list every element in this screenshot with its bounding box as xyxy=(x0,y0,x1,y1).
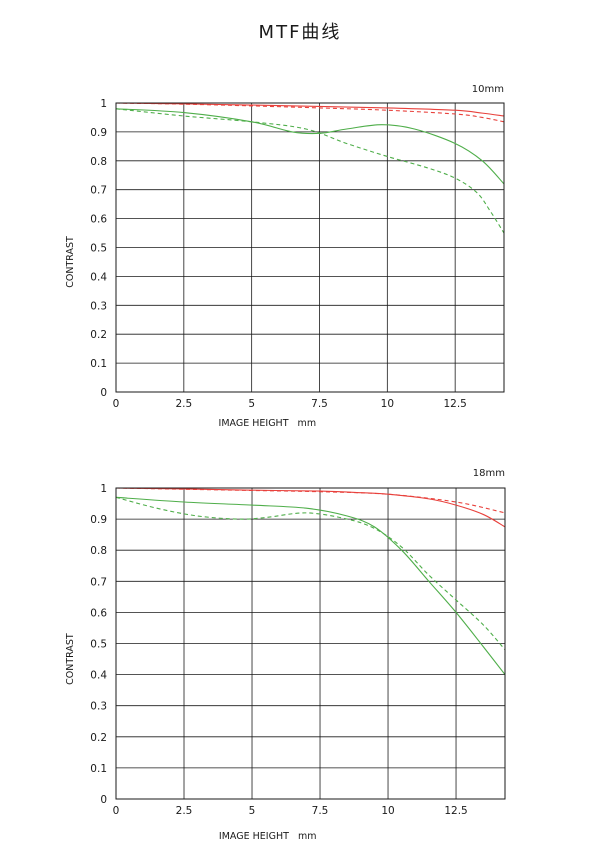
y-tick-labels: 0 0.1 0.2 0.3 0.4 0.5 0.6 0.7 0.8 0.9 1 xyxy=(90,483,107,806)
x-tick-label: 0 xyxy=(113,398,120,410)
focal-length-label: 10mm xyxy=(472,84,504,95)
plot-frame xyxy=(115,102,505,393)
x-axis-title: IMAGE HEIGHT mm xyxy=(219,831,317,842)
mtf-chart-18mm: 0 0.1 0.2 0.3 0.4 0.5 0.6 0.7 0.8 0.9 1 0 2.5 5 7.5 10… xyxy=(65,468,506,842)
series-lines xyxy=(115,487,506,675)
y-tick-label: 0.9 xyxy=(90,514,107,526)
y-tick-label: 0.8 xyxy=(90,545,107,557)
y-tick-label: 0.3 xyxy=(90,300,107,312)
y-tick-label: 0.2 xyxy=(90,732,107,744)
series-line-0 xyxy=(115,102,505,117)
y-tick-label: 0.6 xyxy=(90,607,107,619)
y-tick-label: 0.6 xyxy=(90,214,107,226)
x-tick-label: 5 xyxy=(249,805,256,817)
y-tick-label: 1 xyxy=(100,98,107,110)
mtf-chart-10mm: 0 0.1 0.2 0.3 0.4 0.5 0.6 0.7 0.8 0.9 1 0 2.5 5 7.5 10… xyxy=(65,84,505,429)
x-tick-label: 0 xyxy=(113,805,120,817)
grid-lines xyxy=(115,487,505,800)
series-line-2 xyxy=(115,108,505,185)
x-tick-label: 12.5 xyxy=(443,398,466,410)
y-tick-label: 0 xyxy=(100,794,107,806)
y-axis-title: CONTRAST xyxy=(65,236,76,288)
x-tick-label: 2.5 xyxy=(175,398,192,410)
series-line-2 xyxy=(115,496,506,675)
series-line-1 xyxy=(115,102,505,123)
y-tick-label: 0.7 xyxy=(90,185,107,197)
series-line-3 xyxy=(115,108,505,234)
y-tick-label: 0.4 xyxy=(90,670,107,682)
x-axis-title: IMAGE HEIGHT mm xyxy=(219,418,317,429)
y-tick-label: 0.5 xyxy=(90,243,107,255)
series-line-0 xyxy=(115,487,506,528)
series-line-1 xyxy=(115,487,506,514)
x-tick-labels: 0 2.5 5 7.5 10 12.5 xyxy=(113,398,467,410)
y-tick-label: 0.8 xyxy=(90,156,107,168)
series-line-3 xyxy=(115,496,506,651)
y-tick-label: 0.5 xyxy=(90,639,107,651)
x-tick-label: 10 xyxy=(381,398,394,410)
y-tick-label: 0.1 xyxy=(90,763,107,775)
y-tick-label: 0.3 xyxy=(90,701,107,713)
x-tick-label: 7.5 xyxy=(311,398,328,410)
series-lines xyxy=(115,102,505,234)
focal-length-label: 18mm xyxy=(473,468,505,479)
x-tick-label: 10 xyxy=(381,805,394,817)
y-tick-label: 1 xyxy=(100,483,107,495)
x-tick-label: 7.5 xyxy=(312,805,329,817)
y-tick-label: 0.9 xyxy=(90,127,107,139)
grid-lines xyxy=(115,102,504,393)
x-tick-label: 12.5 xyxy=(444,805,467,817)
page-title: MTF曲线 xyxy=(258,22,342,43)
y-tick-label: 0 xyxy=(100,387,107,399)
x-tick-labels: 0 2.5 5 7.5 10 12.5 xyxy=(113,805,468,817)
y-axis-title: CONTRAST xyxy=(65,633,76,685)
x-tick-label: 5 xyxy=(248,398,255,410)
y-tick-label: 0.7 xyxy=(90,576,107,588)
y-tick-label: 0.1 xyxy=(90,358,107,370)
plot-frame xyxy=(115,487,506,800)
y-tick-label: 0.2 xyxy=(90,329,107,341)
y-tick-labels: 0 0.1 0.2 0.3 0.4 0.5 0.6 0.7 0.8 0.9 1 xyxy=(90,98,107,399)
y-tick-label: 0.4 xyxy=(90,271,107,283)
x-tick-label: 2.5 xyxy=(176,805,193,817)
